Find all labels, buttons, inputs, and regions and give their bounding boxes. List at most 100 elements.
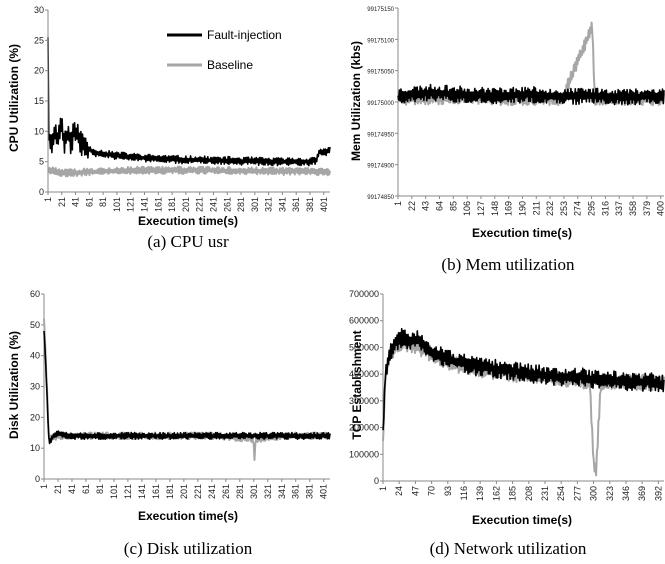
net-xtick-label: 93 xyxy=(443,486,453,496)
disk-xtick-label: 121 xyxy=(123,484,133,499)
mem-xlabel: Execution time(s) xyxy=(472,226,572,240)
net-xtick-label: 139 xyxy=(475,486,485,501)
disk-ylabel: Disk Utilization (%) xyxy=(7,331,21,439)
net-xtick-label: 162 xyxy=(491,486,501,501)
net-xtick-label: 185 xyxy=(508,486,518,501)
mem-series-fault-injection xyxy=(397,83,665,106)
cpu-ytick-label: 20 xyxy=(34,66,44,76)
mem-xtick-label: 127 xyxy=(476,201,486,216)
net-xtick-label: 116 xyxy=(459,486,469,500)
net-caption: (d) Network utilization xyxy=(430,539,587,558)
mem-xtick-label: 379 xyxy=(642,201,652,216)
mem-ytick-label: 99175100 xyxy=(367,38,394,44)
disk-xtick-label: 101 xyxy=(109,484,119,499)
disk-xtick-label: 241 xyxy=(207,484,217,499)
cpu-ytick-label: 10 xyxy=(34,126,44,136)
cpu-xtick-label: 201 xyxy=(181,197,191,212)
cpu-xtick-label: 341 xyxy=(277,197,287,212)
cpu-ytick-label: 15 xyxy=(34,96,44,106)
mem-caption: (b) Mem utilization xyxy=(441,255,575,274)
cpu-legend-baseline: Baseline xyxy=(207,58,253,72)
disk-xtick-label: 21 xyxy=(53,484,63,494)
disk-ytick-label: 60 xyxy=(30,289,40,299)
disk-xtick-label: 161 xyxy=(151,484,161,499)
cpu-xtick-label: 181 xyxy=(167,197,177,212)
cpu-ytick-label: 30 xyxy=(34,5,44,15)
net-xtick-label: 323 xyxy=(605,486,615,501)
net-xtick-label: 300 xyxy=(589,486,599,501)
disk-ytick-label: 10 xyxy=(30,443,40,453)
cpu-ylabel: CPU Utilization (%) xyxy=(7,44,21,152)
disk-xtick-label: 141 xyxy=(137,484,147,499)
cpu-xlabel: Execution time(s) xyxy=(138,214,238,228)
disk-xtick-label: 381 xyxy=(305,484,315,499)
net-series-fault-injection xyxy=(382,327,665,431)
cpu-xtick-label: 401 xyxy=(319,197,329,212)
cpu-xtick-label: 221 xyxy=(195,197,205,212)
disk-xtick-label: 401 xyxy=(319,484,329,499)
disk-ytick-label: 0 xyxy=(35,474,40,484)
cpu-xtick-label: 301 xyxy=(250,197,260,212)
net-xtick-label: 369 xyxy=(637,486,647,501)
cpu-xtick-label: 81 xyxy=(98,197,108,207)
cpu-ytick-label: 5 xyxy=(39,157,44,167)
net-xtick-label: 392 xyxy=(653,486,663,501)
cpu-xtick-label: 241 xyxy=(208,197,218,212)
net-ytick-label: 700000 xyxy=(349,289,379,299)
mem-xtick-label: 190 xyxy=(517,201,527,216)
disk-xtick-label: 341 xyxy=(277,484,287,499)
net-xtick-label: 47 xyxy=(410,486,420,496)
net-xtick-label: 1 xyxy=(378,486,388,491)
disk-ytick-label: 40 xyxy=(30,351,40,361)
net-ytick-label: 400000 xyxy=(349,369,379,379)
cpu-xtick-label: 41 xyxy=(71,197,81,207)
net-xtick-label: 24 xyxy=(394,486,404,496)
mem-ytick-label: 99174900 xyxy=(367,164,394,170)
net-series-baseline xyxy=(382,335,665,477)
cpu-series-fault-injection xyxy=(47,37,331,167)
net-xtick-label: 277 xyxy=(572,486,582,501)
mem-xtick-label: 253 xyxy=(559,201,569,216)
net-ytick-label: 0 xyxy=(374,476,379,486)
net-chart: TCP Establishment Execution time(s) (d) … xyxy=(349,289,665,558)
mem-xtick-label: 64 xyxy=(434,201,444,211)
cpu-xtick-label: 321 xyxy=(264,197,274,212)
disk-xtick-label: 41 xyxy=(67,484,77,494)
disk-xtick-label: 221 xyxy=(193,484,203,499)
net-ytick-label: 600000 xyxy=(349,316,379,326)
disk-ytick-label: 30 xyxy=(30,382,40,392)
mem-xtick-label: 85 xyxy=(448,201,458,211)
mem-ytick-label: 99174850 xyxy=(367,195,394,201)
mem-ytick-label: 99175050 xyxy=(367,70,394,76)
disk-xtick-label: 361 xyxy=(291,484,301,499)
disk-xtick-label: 261 xyxy=(221,484,231,499)
net-xtick-label: 70 xyxy=(427,486,437,496)
cpu-xtick-label: 281 xyxy=(236,197,246,212)
disk-xtick-label: 201 xyxy=(179,484,189,499)
mem-ytick-label: 99175000 xyxy=(367,101,394,107)
net-ytick-label: 100000 xyxy=(349,449,379,459)
mem-xtick-label: 232 xyxy=(545,201,555,216)
disk-ytick-label: 50 xyxy=(30,320,40,330)
cpu-ytick-label: 0 xyxy=(39,187,44,197)
cpu-legend-fault: Fault-injection xyxy=(207,28,282,42)
cpu-xtick-label: 161 xyxy=(153,197,163,212)
mem-xtick-label: 43 xyxy=(421,201,431,211)
net-xtick-label: 231 xyxy=(540,486,550,501)
mem-xtick-label: 358 xyxy=(628,201,638,216)
net-xtick-label: 254 xyxy=(556,486,566,501)
disk-xtick-label: 61 xyxy=(81,484,91,494)
mem-xtick-label: 274 xyxy=(573,201,583,216)
mem-xtick-label: 169 xyxy=(504,201,514,216)
disk-xtick-label: 321 xyxy=(263,484,273,499)
mem-ytick-label: 99174950 xyxy=(367,132,394,138)
disk-xtick-label: 281 xyxy=(235,484,245,499)
disk-ytick-label: 20 xyxy=(30,412,40,422)
mem-xtick-label: 22 xyxy=(407,201,417,211)
cpu-xtick-label: 101 xyxy=(112,197,122,212)
disk-xtick-label: 81 xyxy=(95,484,105,494)
cpu-caption: (a) CPU usr xyxy=(147,232,229,251)
net-xtick-label: 208 xyxy=(524,486,534,501)
net-xlabel: Execution time(s) xyxy=(472,513,572,527)
